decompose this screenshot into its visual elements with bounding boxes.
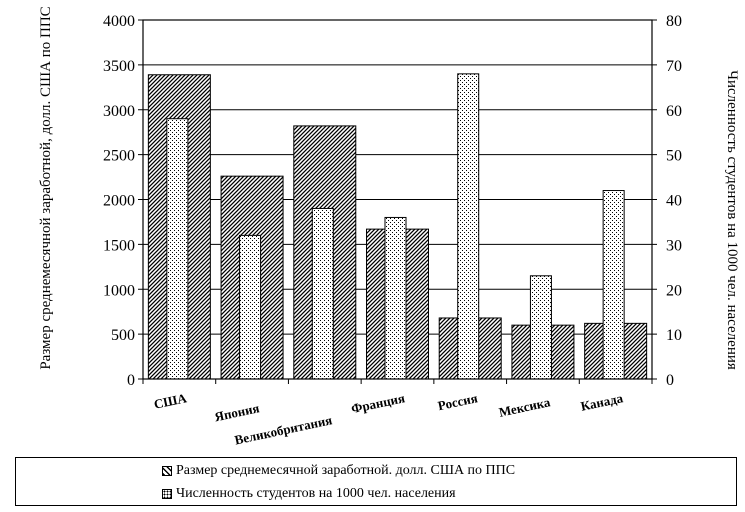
legend-label-students: Численность студентов на 1000 чел. насел… <box>176 486 456 501</box>
chart-svg: 0 500 1000 1500 2000 2500 3000 3500 4000 0 10 20 30 4… <box>38 6 740 447</box>
y-axis-label-left: Размер среднемесячной заработной, долл. … <box>38 6 54 369</box>
bar-students <box>239 234 262 380</box>
x-tick-label: Россия <box>436 390 478 413</box>
y-tick-label-left: 0 <box>127 372 135 389</box>
y-tick-label-left: 4000 <box>103 13 135 30</box>
bar-students <box>529 275 552 380</box>
y-axis-label-right: Численность студентов на 1000 чел. насел… <box>724 70 740 370</box>
y-tick-label-right: 80 <box>666 13 682 30</box>
legend-swatch-dots <box>162 489 172 499</box>
axes <box>138 19 657 384</box>
y-tick-label-right: 30 <box>666 237 682 254</box>
bar-students <box>384 216 407 380</box>
y-tick-label-right: 0 <box>666 372 674 389</box>
y-tick-label-left: 3000 <box>103 103 135 120</box>
x-tick-label: Япония <box>213 400 261 424</box>
legend-item-students: Численность студентов на 1000 чел. насел… <box>162 486 456 502</box>
y-tick-label-left: 1000 <box>103 282 135 299</box>
y-tick-label-right: 50 <box>666 148 682 165</box>
y-tick-label-right: 40 <box>666 193 682 210</box>
y-tick-label-right: 60 <box>666 103 682 120</box>
bars <box>147 73 648 380</box>
y-tick-label-left: 500 <box>111 327 135 344</box>
legend-swatch-hatch <box>162 466 172 476</box>
y-tick-label-right: 70 <box>666 58 682 75</box>
x-tick-label: Канада <box>579 390 624 414</box>
bar-students <box>166 118 189 380</box>
y-tick-label-left: 3500 <box>103 58 135 75</box>
bar-students <box>457 73 480 380</box>
y-tick-label-left: 2000 <box>103 193 135 210</box>
x-tick-label: Мексика <box>497 394 552 420</box>
y-tick-label-left: 1500 <box>103 237 135 254</box>
y-tick-label-right: 10 <box>666 327 682 344</box>
x-tick-label: Франция <box>350 390 406 416</box>
legend-label-salary: Размер среднемесячной заработной. долл. … <box>176 463 516 478</box>
legend: Размер среднемесячной заработной. долл. … <box>15 457 737 506</box>
x-tick-label: США <box>153 390 189 412</box>
bar-students <box>311 207 334 380</box>
bar-students <box>602 190 625 380</box>
y-tick-label-right: 20 <box>666 282 682 299</box>
legend-item-salary: Размер среднемесячной заработной. долл. … <box>162 463 515 479</box>
y-tick-label-left: 2500 <box>103 148 135 165</box>
